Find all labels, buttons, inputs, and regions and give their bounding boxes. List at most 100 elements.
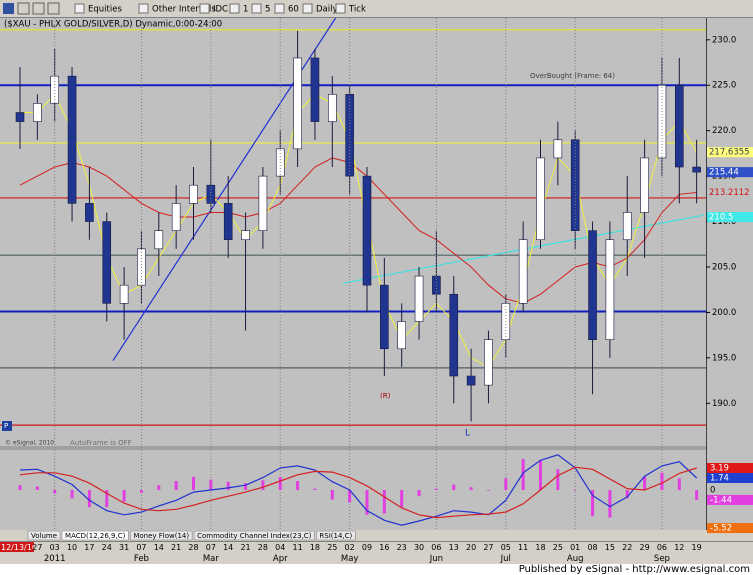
indicator-tab-label[interactable]: MACD(12,26,9,C): [65, 532, 126, 540]
toolbar-icon[interactable]: [335, 3, 346, 14]
indicator-tab-label[interactable]: Volume: [31, 532, 57, 540]
toolbar-item[interactable]: 1: [243, 5, 248, 15]
toolbar-icon[interactable]: [229, 3, 240, 14]
x-tick-label: 14: [154, 543, 164, 552]
candle-body: [33, 103, 42, 122]
x-tick-label: 05: [501, 543, 511, 552]
y-tick-label: 225.0: [712, 81, 736, 91]
x-major-label: Jun: [429, 554, 443, 564]
histogram-bar: [139, 490, 143, 493]
nav-icon[interactable]: [47, 2, 60, 15]
annotation: OverBought (Frame: 64): [530, 72, 615, 80]
toolbar-icon[interactable]: [251, 3, 262, 14]
indicator-tab-label[interactable]: RSI(14,C): [319, 532, 352, 540]
x-major-label: Sep: [654, 554, 670, 564]
indicator-tab-label[interactable]: Money Flow(14): [133, 532, 189, 540]
x-tick-label: 12: [674, 543, 684, 552]
y-tick-label: 190.0: [712, 399, 736, 409]
moving-average: [19, 157, 697, 304]
price-axis: [706, 18, 753, 530]
candle-body: [397, 321, 407, 350]
candle-body: [380, 284, 389, 350]
histogram-bar: [556, 469, 560, 490]
candle-body: [171, 203, 181, 231]
nav-icon[interactable]: [17, 2, 30, 15]
x-tick-label: 06: [431, 543, 441, 552]
y-tick-label: 210.0: [712, 217, 736, 227]
indicator-tab-label[interactable]: Commodity Channel Index(23,C): [197, 532, 312, 540]
x-tick-label: 28: [258, 543, 268, 552]
value-tag-label: -5.52: [710, 524, 732, 534]
candle-body: [241, 230, 250, 241]
price-tag: [707, 187, 753, 198]
candle-body: [570, 139, 580, 231]
candle-body: [310, 57, 320, 122]
toolbar-item[interactable]: 60: [288, 5, 299, 15]
x-tick-label: 11: [518, 543, 528, 552]
toolbar-item[interactable]: 5: [265, 5, 270, 15]
histogram-bar: [122, 490, 126, 502]
toolbar-item[interactable]: Equities: [88, 5, 122, 15]
nav-icon[interactable]: [32, 2, 45, 15]
value-tag: [707, 523, 753, 534]
x-tick-label: 09: [362, 543, 372, 552]
pane-separator: [0, 446, 706, 450]
price-plot: [0, 18, 706, 426]
histogram-bar: [330, 490, 334, 500]
histogram-bar: [209, 479, 213, 490]
toolbar-item[interactable]: Daily: [316, 5, 338, 15]
histogram-bar: [625, 490, 629, 499]
histogram-bar: [608, 490, 612, 518]
indicator-tab[interactable]: [130, 530, 193, 541]
toolbar-icon[interactable]: [74, 3, 85, 14]
x-tick-label: 15: [605, 543, 615, 552]
x-major-label: Aug: [567, 554, 584, 564]
indicator-tab[interactable]: [27, 530, 61, 541]
value-tag: [707, 485, 753, 495]
x-tick-label: 07: [136, 543, 146, 552]
x-major-label: Apr: [273, 554, 288, 564]
histogram-bar: [573, 490, 577, 491]
x-tick-label: 25: [327, 543, 337, 552]
indicator-tab[interactable]: [316, 530, 356, 541]
price-tag-label: 217.6355: [709, 148, 750, 158]
toolbar-icon[interactable]: [274, 3, 285, 14]
value-tag-label: 1.74: [710, 474, 729, 484]
candle-body: [362, 175, 372, 286]
toolbar-item[interactable]: IDC: [213, 5, 228, 15]
indicator-tab[interactable]: [61, 530, 129, 541]
candle-body: [622, 212, 632, 241]
toolbar-nav: [3, 2, 60, 15]
x-tick-label: 27: [483, 543, 493, 552]
macd-plot: [18, 454, 699, 526]
histogram-bar: [244, 483, 248, 490]
date-axis: [0, 541, 753, 564]
moving-average: [20, 93, 698, 368]
x-tick-label: 27: [32, 543, 42, 552]
toolbar-item[interactable]: Other Intervals: [152, 5, 216, 15]
toolbar-item[interactable]: Tick: [348, 5, 366, 15]
histogram-bar: [35, 486, 39, 490]
indicator-tab[interactable]: [193, 530, 315, 541]
x-major-label: May: [341, 554, 359, 564]
candle-body: [102, 221, 112, 304]
histogram-bar: [192, 476, 195, 490]
candle-body: [640, 157, 649, 213]
x-tick-label: 16: [379, 543, 389, 552]
x-major-label: Jul: [500, 554, 511, 564]
x-tick-label: 18: [310, 543, 320, 552]
x-major-label: Mar: [203, 554, 220, 564]
histogram-bar: [486, 490, 490, 491]
nav-icon[interactable]: [3, 3, 14, 14]
indicator-line: [19, 454, 698, 526]
x-tick-label: 31: [119, 543, 129, 552]
y-tick-label: 205.0: [712, 262, 736, 272]
x-tick-label: 13: [449, 543, 459, 552]
toolbar-icon[interactable]: [199, 3, 210, 14]
annotation: © eSignal, 2010: [5, 440, 54, 447]
histogram-bar: [695, 490, 699, 500]
candle-body: [85, 203, 94, 222]
toolbar-icon[interactable]: [138, 3, 149, 14]
x-tick-label: 12/13/10: [1, 543, 37, 552]
toolbar-icon[interactable]: [302, 3, 313, 14]
